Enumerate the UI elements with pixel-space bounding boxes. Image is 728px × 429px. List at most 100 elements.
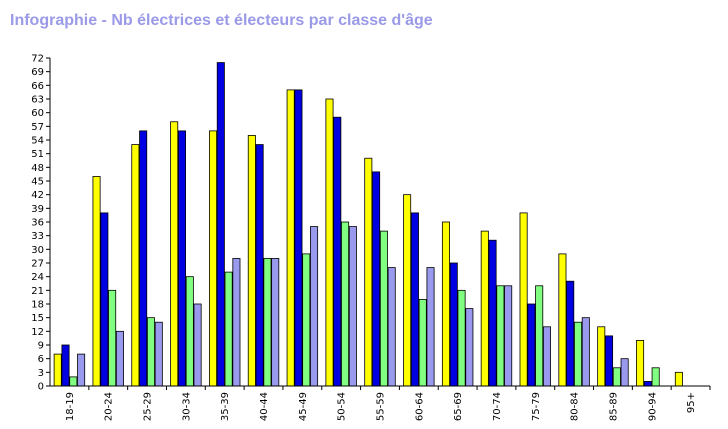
bar-50-54-series-1 (325, 98, 334, 387)
bar-50-54-series-2 (333, 116, 342, 387)
bar-60-64-series-2 (410, 212, 419, 387)
x-tick-label: 25-29 (143, 392, 154, 421)
y-tick-label: 30 (31, 245, 44, 256)
bar-25-29-series-4 (154, 321, 163, 387)
bar-45-49-series-3 (302, 253, 311, 387)
y-tick-label: 45 (31, 177, 44, 188)
bar-85-89-series-4 (620, 358, 629, 387)
x-tick-label: 55-59 (376, 392, 387, 421)
y-tick-label: 66 (31, 81, 44, 92)
bar-20-24-series-1 (92, 176, 101, 387)
bar-70-74-series-4 (504, 285, 513, 387)
x-tick-label: 40-44 (259, 392, 270, 421)
chart-title: Infographie - Nb électrices et électeurs… (10, 12, 433, 29)
bar-40-44-series-1 (247, 135, 256, 387)
y-tick-label: 18 (31, 300, 44, 311)
bar-45-49-series-1 (286, 89, 295, 387)
bar-55-59-series-3 (379, 230, 388, 387)
y-tick-label: 63 (31, 95, 44, 106)
bar-18-19-series-2 (61, 344, 70, 387)
bar-30-34-series-3 (185, 276, 194, 387)
bar-60-64-series-4 (426, 267, 435, 387)
bar-40-44-series-2 (255, 144, 264, 387)
bar-75-79-series-3 (535, 285, 544, 387)
x-tick-label: 70-74 (492, 392, 503, 421)
x-tick-label: 35-39 (220, 392, 231, 421)
bar-18-19-series-1 (53, 353, 62, 387)
bar-40-44-series-4 (271, 258, 280, 387)
bar-45-49-series-2 (294, 89, 303, 387)
bar-90-94-series-1 (636, 340, 645, 387)
bar-65-69-series-1 (441, 221, 450, 387)
y-tick-label: 24 (31, 272, 44, 283)
bar-50-54-series-3 (341, 221, 350, 387)
y-tick-label: 42 (31, 190, 44, 201)
x-tick-label: 90-94 (647, 392, 658, 421)
y-tick-label: 27 (31, 259, 44, 270)
bar-80-84-series-4 (581, 317, 590, 387)
bar-90-94-series-2 (643, 381, 652, 387)
bar-45-49-series-4 (310, 226, 319, 387)
y-tick-label: 51 (31, 149, 44, 160)
bar-25-29-series-2 (139, 130, 148, 387)
bar-70-74-series-2 (488, 239, 497, 387)
bar-65-69-series-2 (449, 262, 458, 387)
bar-75-79-series-4 (542, 326, 551, 387)
bar-80-84-series-3 (574, 321, 583, 387)
y-tick-label: 12 (31, 327, 44, 338)
bar-35-39-series-1 (209, 130, 218, 387)
x-tick-label: 50-54 (337, 392, 348, 421)
bar-25-29-series-1 (131, 144, 140, 387)
y-tick-label: 48 (31, 163, 44, 174)
bar-18-19-series-4 (77, 353, 86, 387)
y-axis-ticks: 0369121518212427303336394245485154576063… (31, 54, 50, 393)
bar-80-84-series-1 (558, 253, 567, 387)
bar-70-74-series-1 (480, 230, 489, 387)
bar-18-19-series-3 (69, 376, 78, 387)
y-tick-label: 21 (31, 286, 44, 297)
bar-85-89-series-3 (612, 367, 621, 387)
bar-20-24-series-3 (108, 289, 117, 387)
bar-35-39-series-3 (224, 271, 233, 387)
bar-40-44-series-3 (263, 258, 272, 387)
bar-55-59-series-1 (364, 157, 373, 387)
bar-80-84-series-2 (566, 280, 575, 387)
bar-75-79-series-1 (519, 212, 528, 387)
y-tick-label: 3 (38, 368, 44, 379)
x-tick-label: 45-49 (298, 392, 309, 421)
bar-60-64-series-3 (418, 299, 427, 387)
bar-55-59-series-4 (387, 267, 396, 387)
y-tick-label: 36 (31, 218, 44, 229)
y-tick-label: 69 (31, 67, 44, 78)
bar-30-34-series-4 (193, 303, 202, 387)
bar-25-29-series-3 (146, 317, 155, 387)
bar-60-64-series-1 (403, 194, 412, 387)
x-tick-label: 18-19 (65, 392, 76, 421)
y-tick-label: 54 (31, 136, 44, 147)
bar-85-89-series-1 (597, 326, 606, 387)
y-tick-label: 6 (38, 354, 44, 365)
bar-20-24-series-2 (100, 212, 109, 387)
bar-65-69-series-3 (457, 289, 466, 387)
bar-85-89-series-2 (605, 335, 614, 387)
bar-75-79-series-2 (527, 303, 536, 387)
x-tick-label: 95+ (686, 392, 697, 413)
y-tick-label: 57 (31, 122, 44, 133)
y-tick-label: 0 (38, 382, 44, 393)
bar-35-39-series-2 (216, 62, 225, 387)
y-tick-label: 33 (31, 231, 44, 242)
bar-70-74-series-3 (496, 285, 505, 387)
bar-90-94-series-3 (651, 367, 660, 387)
bar-50-54-series-4 (348, 226, 357, 387)
y-tick-label: 9 (38, 341, 44, 352)
bar-55-59-series-2 (372, 171, 381, 387)
bar-65-69-series-4 (465, 308, 474, 387)
y-tick-label: 39 (31, 204, 44, 215)
y-tick-label: 60 (31, 108, 44, 119)
bar-95+-series-1 (674, 371, 683, 387)
x-tick-label: 80-84 (570, 392, 581, 421)
bar-35-39-series-4 (232, 258, 241, 387)
y-tick-label: 72 (31, 54, 44, 65)
y-tick-label: 15 (31, 313, 44, 324)
